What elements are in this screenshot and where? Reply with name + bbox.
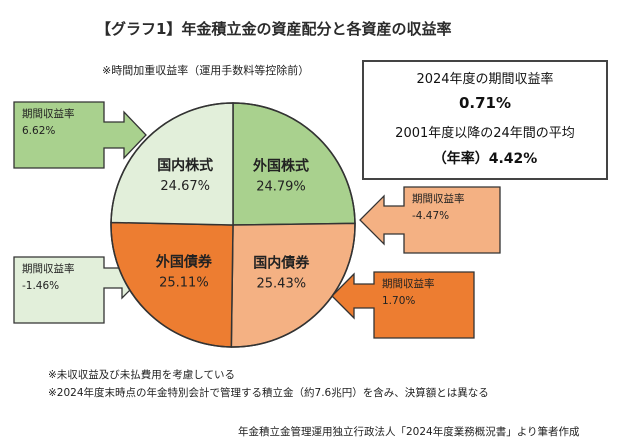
callout-shape-foreign-bonds [331, 271, 475, 339]
callout-foreign-bonds-value: 1.70% [382, 295, 416, 307]
footnote: ※未収収益及び未払費用を考慮している [48, 369, 235, 381]
callout-foreign-bonds: 期間収益率 1.70% [374, 272, 474, 338]
slice-label-domestic-bonds: 国内債券 [253, 254, 310, 271]
callout-domestic-bonds-value: -4.47% [412, 210, 450, 222]
callout-domestic-stocks-value: -1.46% [22, 280, 60, 292]
callout-domestic-stocks: 期間収益率 -1.46% [14, 257, 104, 323]
callout-foreign-stocks: 期間収益率 6.62% [14, 102, 104, 168]
summary-box: 2024年度の期間収益率 0.71% 2001年度以降の24年間の平均 （年率）… [362, 60, 608, 180]
callout-foreign-stocks-value: 6.62% [22, 125, 56, 137]
footnotes: ※未収収益及び未払費用を考慮している ※2024年度末時点の年金特別会計で管理す… [48, 366, 489, 402]
source-note: 年金積立金管理運用独立行政法人「2024年度業務概況書」より筆者作成 [238, 426, 580, 438]
summary-average-return: （年率）4.42% [432, 151, 538, 167]
callout-domestic-stocks-label: 期間収益率 [22, 263, 75, 275]
summary-line-1: 2024年度の期間収益率 [416, 72, 554, 87]
callout-domestic-bonds-label: 期間収益率 [412, 193, 465, 205]
slice-value-foreign-stocks: 24.79% [256, 179, 306, 194]
footnote: ※2024年度末時点の年金特別会計で管理する積立金（約7.6兆円）を含み、決算額… [48, 387, 489, 399]
summary-line-3: 2001年度以降の24年間の平均 [395, 126, 575, 141]
callout-foreign-bonds-label: 期間収益率 [382, 278, 435, 290]
callout-foreign-stocks-label: 期間収益率 [22, 108, 75, 120]
slice-label-foreign-bonds: 外国債券 [156, 254, 213, 271]
callout-arrows [13, 101, 501, 339]
pie-slice-labels: 外国株式 24.79% 国内債券 25.43% 外国債券 25.11% 国内株式 24.67% [156, 157, 310, 291]
pie-slices [110, 102, 356, 348]
slice-value-domestic-stocks: 24.67% [160, 179, 210, 194]
summary-fiscal-return: 0.71% [458, 94, 512, 112]
callout-shape-domestic-bonds [359, 186, 501, 254]
slice-label-foreign-stocks: 外国株式 [253, 157, 309, 174]
slice-value-domestic-bonds: 25.43% [257, 276, 307, 291]
callout-domestic-bonds: 期間収益率 -4.47% [404, 187, 500, 253]
slice-label-domestic-stocks: 国内株式 [157, 157, 213, 174]
chart-subtitle: ※時間加重収益率（運用手数料等控除前） [102, 64, 310, 77]
callout-shape-foreign-stocks [13, 101, 147, 169]
slice-value-foreign-bonds: 25.11% [159, 276, 209, 291]
chart-title: 【グラフ1】年金積立金の資産配分と各資産の収益率 [96, 20, 452, 38]
